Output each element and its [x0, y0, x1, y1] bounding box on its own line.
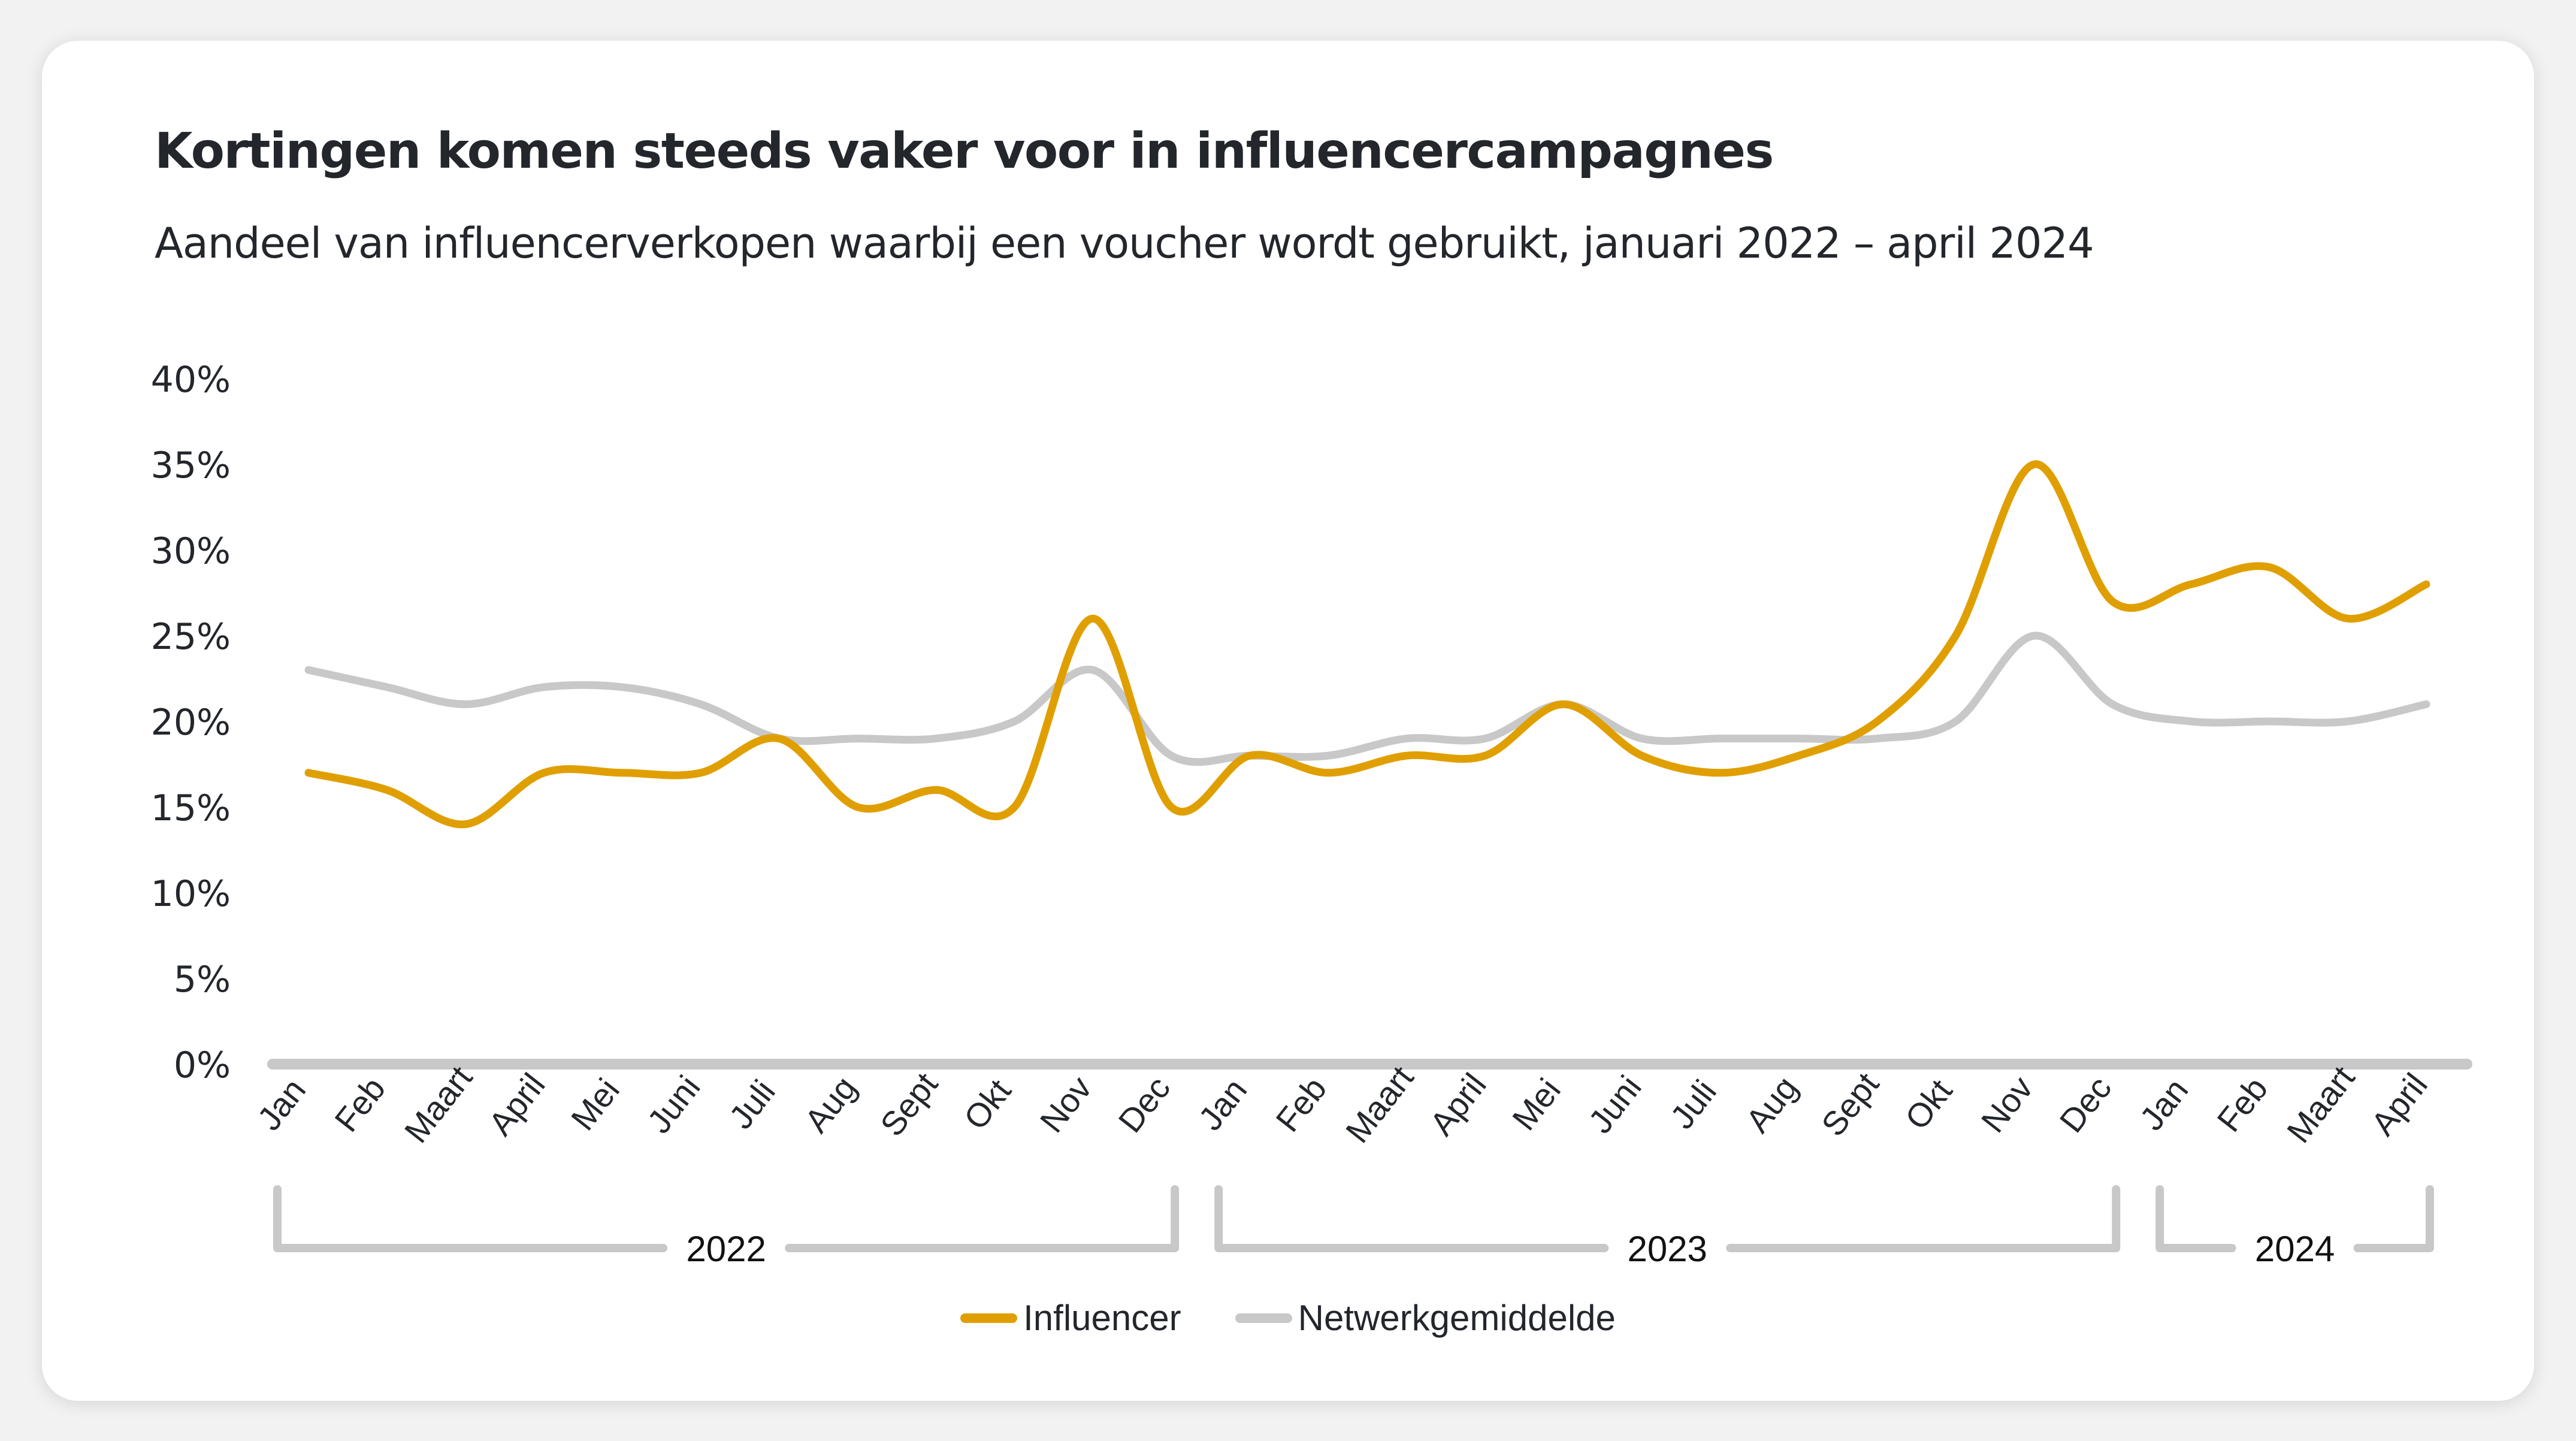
year-label: 2022 [686, 1229, 766, 1269]
x-tick-label: Juli [721, 1073, 782, 1135]
x-tick-label: April [1422, 1066, 1493, 1142]
y-tick-label: 5% [174, 959, 231, 1001]
x-tick-label: Maart [397, 1059, 480, 1150]
year-bracket-left [273, 1185, 668, 1252]
x-tick-label: Dec [2052, 1069, 2118, 1139]
x-tick-label: Nov [1974, 1069, 2040, 1139]
series-line-influencer [304, 460, 2430, 829]
legend: Influencer Netwerkgemiddelde [0, 1297, 2576, 1339]
x-tick-label: April [481, 1066, 552, 1142]
year-bracket-right [1726, 1185, 2121, 1252]
legend-swatch-netwerkgemiddelde [1235, 1313, 1292, 1323]
year-label: 2023 [1627, 1229, 1707, 1269]
y-tick-label: 15% [151, 787, 231, 829]
x-tick-label: Mei [564, 1071, 627, 1137]
y-tick-label: 30% [151, 530, 231, 572]
year-bracket-right [2353, 1185, 2434, 1252]
x-tick-label: Sept [1814, 1065, 1886, 1143]
year-bracket-left [1214, 1185, 1609, 1252]
legend-label-influencer: Influencer [1023, 1298, 1181, 1338]
legend-swatch-influencer [960, 1313, 1018, 1323]
x-tick-label: Maart [1338, 1059, 1421, 1150]
y-tick-label: 10% [151, 873, 231, 915]
x-tick-label: Aug [797, 1069, 864, 1139]
chart-subtitle: Aandeel van influencerverkopen waarbij e… [155, 219, 2094, 268]
x-tick-label: Jan [250, 1071, 313, 1137]
x-tick-label: Nov [1032, 1069, 1099, 1139]
legend-item-influencer[interactable]: Influencer [960, 1297, 1181, 1339]
x-tick-label: April [2363, 1066, 2435, 1142]
x-tick-label: Jan [2132, 1071, 2195, 1137]
x-tick-label: Maart [2279, 1059, 2362, 1150]
chart-card [42, 41, 2534, 1401]
series-line-netwerkgemiddelde [304, 632, 2430, 766]
x-tick-label: Feb [327, 1070, 392, 1139]
y-tick-label: 25% [151, 616, 231, 658]
x-tick-label: Dec [1111, 1069, 1177, 1139]
x-tick-label: Feb [1268, 1070, 1334, 1139]
x-tick-label: Juni [640, 1068, 708, 1140]
y-tick-label: 0% [174, 1044, 231, 1086]
x-tick-label: Jan [1191, 1071, 1254, 1137]
x-tick-label: Feb [2209, 1070, 2275, 1139]
y-tick-label: 20% [151, 702, 231, 744]
legend-item-netwerkgemiddelde[interactable]: Netwerkgemiddelde [1235, 1297, 1616, 1339]
year-bracket-right [785, 1185, 1180, 1252]
x-tick-label: Okt [1897, 1072, 1960, 1137]
x-tick-label: Mei [1505, 1071, 1568, 1137]
chart-title: Kortingen komen steeds vaker voor in inf… [155, 123, 1774, 180]
year-bracket-left [2155, 1185, 2236, 1252]
x-tick-label: Sept [873, 1065, 945, 1143]
x-tick-label: Okt [956, 1072, 1018, 1137]
y-tick-label: 35% [151, 445, 231, 487]
x-tick-label: Juli [1663, 1073, 1724, 1135]
y-tick-label: 40% [151, 359, 231, 401]
x-tick-label: Aug [1739, 1069, 1805, 1139]
year-label: 2024 [2255, 1229, 2335, 1269]
legend-label-netwerkgemiddelde: Netwerkgemiddelde [1298, 1298, 1616, 1338]
x-tick-label: Juni [1581, 1068, 1649, 1140]
